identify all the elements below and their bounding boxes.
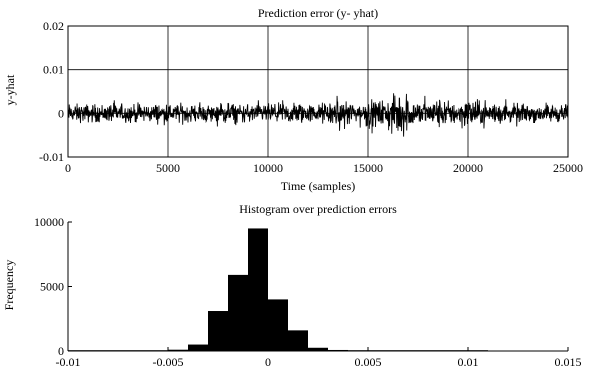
x-tick-label: 0.005 [355, 355, 382, 369]
histogram-bar [188, 344, 208, 351]
grid [68, 26, 568, 157]
x-tick-label: 0.015 [555, 355, 582, 369]
histogram-bar [248, 228, 268, 351]
y-ticks: 0 5000 10000 [34, 215, 72, 358]
x-ticks: -0.01 -0.005 0 0.005 0.01 0.015 [56, 347, 582, 369]
histogram-bar [288, 330, 308, 351]
histogram-bar [228, 274, 248, 351]
x-tick-label: -0.005 [153, 355, 184, 369]
chart-title: Prediction error (y- yhat) [258, 6, 378, 20]
x-tick-label: 20000 [453, 161, 483, 175]
histogram-bars [68, 228, 488, 351]
y-axis-label: Frequency [2, 260, 16, 311]
x-tick-label: 0 [265, 355, 271, 369]
y-tick-label: 0 [58, 106, 64, 120]
error-time-series-chart: Prediction error (y- yhat) y-yhat Time (… [3, 6, 583, 193]
chart-title: Histogram over prediction errors [239, 202, 397, 216]
y-axis-label: y-yhat [3, 74, 17, 105]
y-tick-label: 10000 [34, 215, 64, 229]
y-tick-label: 0.01 [43, 63, 64, 77]
y-tick-label: 0.02 [43, 19, 64, 33]
x-tick-label: 0 [65, 161, 71, 175]
y-tick-label: 5000 [40, 280, 64, 294]
y-tick-label: -0.01 [39, 150, 64, 164]
error-histogram-chart: Histogram over prediction errors Frequen… [2, 202, 582, 369]
x-tick-label: 10000 [253, 161, 283, 175]
x-tick-label: 0.01 [458, 355, 479, 369]
histogram-bar [328, 349, 348, 351]
y-tick-label: 0 [58, 344, 64, 358]
x-tick-label: 5000 [156, 161, 180, 175]
histogram-bar [208, 311, 228, 351]
x-tick-label: 25000 [553, 161, 583, 175]
x-tick-label: -0.01 [56, 355, 81, 369]
y-ticks: -0.01 0 0.01 0.02 [39, 19, 64, 164]
x-ticks: 0 5000 10000 15000 20000 25000 [65, 161, 583, 175]
histogram-bar [308, 347, 328, 351]
histogram-bar [268, 299, 288, 351]
error-signal-line [67, 93, 569, 137]
x-axis-label: Time (samples) [281, 179, 356, 193]
series-line [67, 93, 569, 137]
plot-frame [67, 25, 569, 158]
histogram-bar [168, 349, 188, 351]
x-tick-label: 15000 [353, 161, 383, 175]
